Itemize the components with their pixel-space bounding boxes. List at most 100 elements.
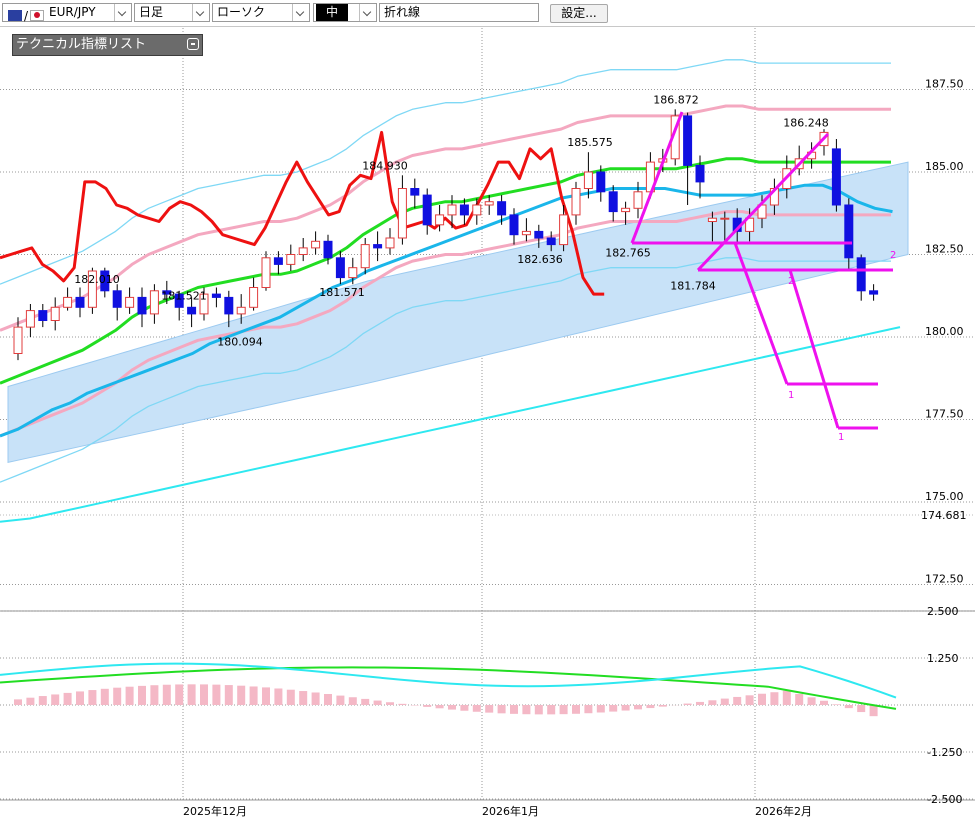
macd-histogram-bar: [423, 705, 432, 707]
y-tick-label: 187.50: [925, 78, 964, 91]
macd-histogram-bar: [435, 705, 444, 709]
line-type-field[interactable]: 折れ線: [379, 3, 539, 22]
ma-short-green: [0, 157, 891, 385]
price-annotation: 181.571: [319, 286, 365, 299]
macd-histogram-bar: [609, 705, 618, 712]
bull-candle: [199, 293, 209, 315]
bollinger-lower-pink: [0, 210, 891, 438]
macd-histogram-bar: [745, 695, 754, 705]
axis-labels: 187.50 185.00 182.50 180.00 177.50 175.00 172.…: [183, 78, 967, 819]
macd-histogram-bar: [770, 692, 779, 705]
settings-button[interactable]: 設定...: [550, 4, 608, 23]
candlesticks: [13, 109, 879, 361]
y-tick-label: 182.50: [925, 243, 964, 256]
macd-panel: [0, 662, 897, 717]
symbol-label: EUR/JPY: [49, 5, 96, 19]
macd-histogram-bar: [125, 686, 134, 705]
chevron-down-icon: [292, 4, 309, 21]
bear-candle: [856, 257, 866, 292]
symbol-select[interactable]: / EUR/JPY: [2, 3, 132, 23]
sub-y-tick-label: -2.500: [927, 793, 962, 806]
macd-histogram-bar: [820, 700, 828, 705]
chart-type-select[interactable]: ローソク: [212, 3, 310, 22]
line-type-label: 折れ線: [384, 5, 421, 19]
macd-histogram-bar: [658, 705, 667, 707]
moving-averages: [0, 130, 901, 523]
macd-histogram-bar: [832, 704, 841, 705]
bull-candle: [236, 306, 246, 315]
trend-line: [630, 111, 684, 244]
bull-candle: [521, 230, 531, 236]
bull-candle: [583, 171, 593, 189]
macd-histogram-bar: [224, 685, 233, 705]
flag-separator: /: [24, 9, 29, 23]
bear-candle: [683, 115, 693, 166]
macd-histogram-bar: [348, 697, 357, 705]
bear-candle: [608, 191, 618, 213]
macd-histogram-bar: [596, 705, 605, 713]
macd-histogram-bar: [683, 703, 692, 705]
bear-candle: [844, 204, 854, 259]
bear-candle: [422, 194, 432, 226]
macd-histogram-bar: [485, 705, 494, 713]
macd-histogram-bar: [324, 694, 332, 705]
chevron-down-icon: [192, 4, 209, 21]
bull-candle: [559, 214, 569, 246]
macd-histogram-bar: [634, 705, 642, 710]
macd-histogram-bar: [795, 693, 804, 705]
indicator-list-panel[interactable]: テクニカル指標リスト: [12, 34, 203, 56]
macd-histogram-bar: [733, 696, 742, 705]
drawing-label: 2: [890, 250, 896, 261]
x-axis-label: 2025年12月: [183, 804, 247, 818]
macd-histogram-bar: [162, 684, 171, 705]
bear-candle: [335, 257, 345, 279]
macd-histogram-bar: [262, 687, 270, 705]
bollinger-upper-outer: [0, 59, 891, 285]
bear-candle: [224, 296, 234, 315]
bear-candle: [273, 257, 283, 265]
bear-candle: [546, 237, 556, 246]
chart-grid: [0, 28, 975, 801]
chevron-down-icon: [114, 4, 131, 21]
macd-histogram-bar: [200, 684, 208, 705]
bear-candle: [869, 290, 879, 295]
price-annotation: 185.575: [567, 136, 613, 149]
mid-select[interactable]: 中: [313, 3, 377, 22]
price-annotation: 180.094: [217, 336, 263, 349]
macd-histogram-bar: [807, 697, 816, 705]
macd-histogram-bar: [510, 705, 518, 714]
bull-candle: [360, 244, 370, 269]
macd-histogram-bar: [522, 705, 531, 715]
bull-candle: [633, 191, 643, 209]
drawing-label: 1: [838, 432, 844, 443]
collapse-icon[interactable]: [187, 38, 199, 50]
bear-candle: [162, 290, 172, 295]
sub-y-tick-label: 1.250: [927, 652, 959, 665]
eu-flag-icon: [8, 10, 22, 21]
bear-candle: [596, 171, 606, 193]
macd-histogram-bar: [249, 686, 258, 705]
macd-line: [0, 662, 897, 699]
price-annotation: 186.248: [783, 116, 829, 129]
bollinger-bands: [0, 59, 891, 483]
macd-histogram-bar: [212, 684, 221, 705]
bull-candle: [707, 217, 717, 222]
macd-histogram-bar: [76, 691, 84, 705]
bull-candle: [298, 247, 308, 255]
bear-candle: [323, 240, 333, 259]
macd-histogram-bar: [857, 705, 866, 713]
trend-drawings: 2 2 1 1: [630, 111, 896, 443]
macd-histogram-bar: [373, 700, 382, 705]
timeframe-select[interactable]: 日足: [134, 3, 210, 22]
sub-y-tick-label: 2.500: [927, 605, 959, 618]
chevron-down-icon: [359, 4, 376, 21]
macd-histogram-bar: [299, 691, 308, 705]
price-annotation: 182.636: [517, 253, 563, 266]
bull-candle: [472, 204, 482, 216]
bull-candle: [348, 267, 358, 279]
bear-candle: [534, 230, 544, 239]
macd-histogram-bar: [572, 705, 580, 714]
bull-candle: [63, 296, 73, 308]
macd-histogram-bar: [621, 705, 630, 711]
macd-histogram-bar: [696, 701, 704, 705]
